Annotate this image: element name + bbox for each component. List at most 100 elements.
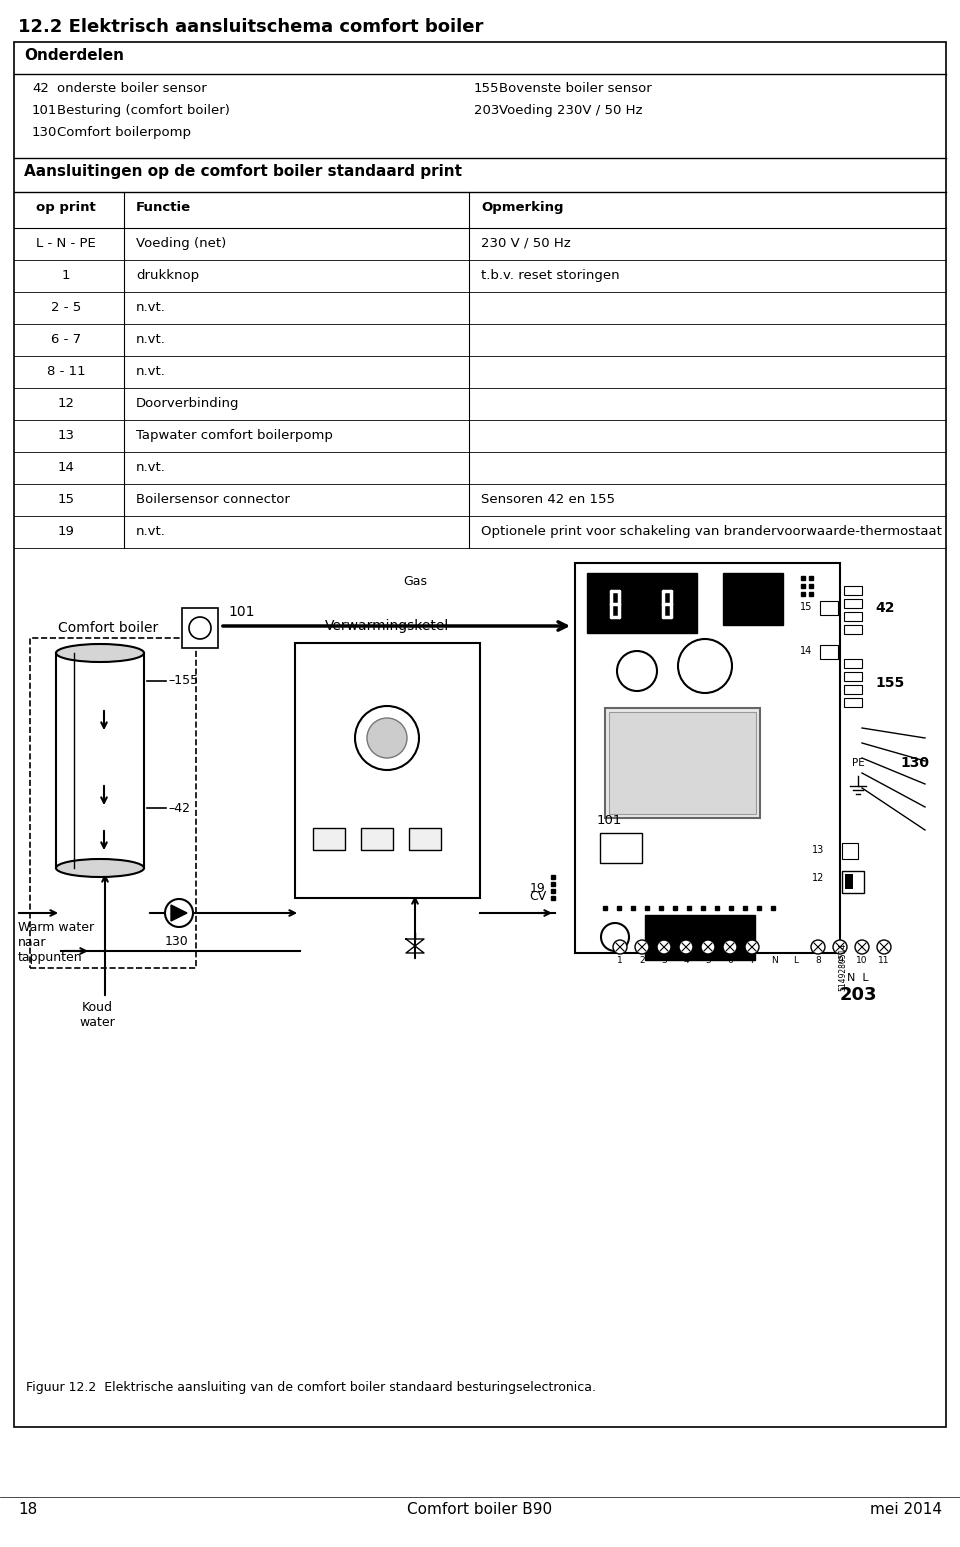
Text: Opmerking: Opmerking	[481, 201, 564, 213]
Text: 15: 15	[800, 602, 812, 613]
Text: 203: 203	[839, 985, 876, 1004]
Bar	[645, 914, 755, 961]
Text: 6 - 7: 6 - 7	[51, 333, 81, 347]
Text: 12: 12	[812, 873, 825, 883]
Bar	[844, 599, 862, 608]
Text: 19: 19	[58, 524, 75, 538]
Bar	[587, 572, 697, 633]
Circle shape	[613, 941, 627, 954]
Circle shape	[877, 941, 891, 954]
Text: L: L	[794, 956, 799, 965]
Circle shape	[679, 941, 693, 954]
Text: N  L: N L	[847, 973, 869, 982]
Ellipse shape	[56, 644, 144, 662]
Text: 230 V / 50 Hz: 230 V / 50 Hz	[481, 237, 571, 251]
Text: 18: 18	[18, 1502, 37, 1518]
Circle shape	[855, 941, 869, 954]
Text: 12.2 Elektrisch aansluitschema comfort boiler: 12.2 Elektrisch aansluitschema comfort b…	[18, 19, 484, 36]
Polygon shape	[171, 905, 187, 920]
Text: Aansluitingen op de comfort boiler standaard print: Aansluitingen op de comfort boiler stand…	[24, 164, 462, 179]
Text: CV: CV	[529, 890, 546, 903]
Bar	[844, 685, 862, 695]
Text: PE: PE	[852, 758, 864, 767]
Bar	[844, 625, 862, 634]
Text: 10: 10	[856, 956, 868, 965]
Circle shape	[833, 941, 847, 954]
Text: Comfort boilerpomp: Comfort boilerpomp	[57, 125, 191, 139]
Bar	[844, 586, 862, 596]
Text: 5: 5	[706, 956, 710, 965]
Text: 13: 13	[58, 429, 75, 442]
Text: drukknop: drukknop	[136, 269, 199, 282]
Bar	[820, 600, 838, 616]
Text: 14: 14	[800, 647, 812, 656]
Text: 14: 14	[58, 461, 75, 473]
Text: 8: 8	[815, 956, 821, 965]
Circle shape	[355, 705, 419, 770]
Bar	[844, 659, 862, 668]
Bar	[313, 828, 345, 849]
Text: 42: 42	[875, 600, 895, 616]
Bar	[30, 637, 196, 968]
Text: n.vt.: n.vt.	[136, 333, 166, 347]
Circle shape	[723, 941, 737, 954]
Text: 1: 1	[617, 956, 623, 965]
Circle shape	[811, 941, 825, 954]
Bar	[844, 613, 862, 620]
Text: Onderdelen: Onderdelen	[24, 48, 124, 63]
Text: 2 - 5: 2 - 5	[51, 302, 82, 314]
Circle shape	[701, 941, 715, 954]
Text: 101: 101	[597, 814, 622, 826]
Circle shape	[189, 617, 211, 639]
Text: Doorverbinding: Doorverbinding	[136, 398, 239, 410]
Text: –42: –42	[168, 801, 190, 815]
Text: –155: –155	[168, 674, 198, 687]
Bar	[361, 828, 393, 849]
Text: Gas: Gas	[403, 575, 427, 588]
Text: Voeding (net): Voeding (net)	[136, 237, 227, 251]
Circle shape	[367, 718, 407, 758]
Text: n.vt.: n.vt.	[136, 365, 166, 377]
Bar	[844, 698, 862, 707]
Text: n.vt.: n.vt.	[136, 461, 166, 473]
Text: Boilersensor connector: Boilersensor connector	[136, 493, 290, 506]
Text: Tapwater comfort boilerpomp: Tapwater comfort boilerpomp	[136, 429, 333, 442]
Text: Sensoren 42 en 155: Sensoren 42 en 155	[481, 493, 615, 506]
Text: onderste boiler sensor: onderste boiler sensor	[57, 82, 206, 94]
Bar	[56, 653, 144, 868]
Text: mei 2014: mei 2014	[870, 1502, 942, 1518]
Text: 155: 155	[474, 82, 499, 94]
Text: 11: 11	[878, 956, 890, 965]
Text: Bovenste boiler sensor: Bovenste boiler sensor	[499, 82, 652, 94]
Text: N: N	[771, 956, 778, 965]
Bar	[182, 608, 218, 648]
Bar	[723, 572, 783, 625]
Text: L - N - PE: L - N - PE	[36, 237, 96, 251]
Text: 3: 3	[661, 956, 667, 965]
Text: Functie: Functie	[136, 201, 191, 213]
Text: 42: 42	[32, 82, 49, 94]
Bar	[575, 563, 840, 953]
Text: 12: 12	[58, 398, 75, 410]
Text: t.b.v. reset storingen: t.b.v. reset storingen	[481, 269, 619, 282]
Text: 5149280514: 5149280514	[838, 944, 847, 992]
Circle shape	[617, 651, 657, 692]
Text: Warm water
naar
tappunten: Warm water naar tappunten	[18, 920, 94, 964]
Text: Optionele print voor schakeling van brandervoorwaarde-thermostaat: Optionele print voor schakeling van bran…	[481, 524, 942, 538]
Bar	[845, 874, 853, 890]
Circle shape	[745, 941, 759, 954]
Bar	[842, 843, 858, 859]
Text: 6: 6	[727, 956, 732, 965]
Text: 7: 7	[749, 956, 755, 965]
Bar	[600, 832, 642, 863]
Circle shape	[601, 924, 629, 951]
Text: 19: 19	[529, 882, 545, 894]
Bar	[842, 871, 864, 893]
Bar	[14, 42, 946, 1426]
Circle shape	[165, 899, 193, 927]
Text: 15: 15	[58, 493, 75, 506]
Text: Koud
water: Koud water	[79, 1001, 115, 1029]
Text: Voeding 230V / 50 Hz: Voeding 230V / 50 Hz	[499, 104, 642, 118]
Text: 4: 4	[684, 956, 689, 965]
Text: Besturing (comfort boiler): Besturing (comfort boiler)	[57, 104, 229, 118]
